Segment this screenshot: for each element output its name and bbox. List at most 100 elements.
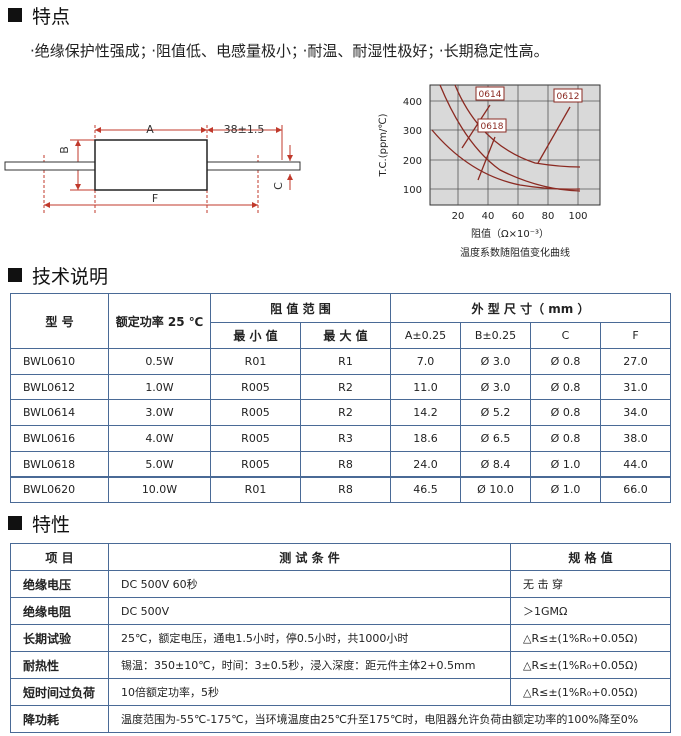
tc-chart: 400 300 200 100 20 40 60 80 100 T.C.(ppm/℃) 阻值（Ω×1… <box>378 84 601 259</box>
table-cell: 18.6 <box>390 425 461 452</box>
table-cell: Ø 5.2 <box>460 399 531 427</box>
table-cell: Ø 3.0 <box>460 373 531 401</box>
table-cell: BWL0618 <box>10 450 109 478</box>
table-cell: 耐热性 <box>10 651 109 679</box>
dimension-label: A <box>146 123 154 136</box>
table-cell: Ø 0.8 <box>530 399 601 427</box>
table-cell: Ø 10.0 <box>460 476 531 504</box>
table-cell: 4.0W <box>108 425 211 452</box>
curve-label-box <box>553 88 583 103</box>
dimension-label: C <box>272 182 285 190</box>
section-title: 特点 <box>32 6 71 28</box>
section-title: 特性 <box>32 514 71 536</box>
curve-label: 0614 <box>479 90 502 100</box>
feature-item: ·耐温、耐湿性极好； <box>302 42 435 60</box>
curve-label: 0618 <box>481 122 504 132</box>
y-tick-label: 300 <box>403 126 422 137</box>
table-cell: 锡温：350±10℃，时间：3±0.5秒，浸入深度：距元件主体2+0.5mm <box>108 651 511 679</box>
y-tick-label: 100 <box>403 185 422 196</box>
table-cell: R005 <box>210 399 301 427</box>
table-cell: 10.0W <box>108 476 211 504</box>
header-cell: 测 试 条 件 <box>108 543 511 571</box>
dimension-label: B <box>58 146 71 154</box>
table-cell: △R≤±(1%R₀+0.05Ω) <box>510 678 671 706</box>
header-cell: B±0.25 <box>460 322 531 349</box>
table-cell: 5.0W <box>108 450 211 478</box>
table-cell: Ø 0.8 <box>530 425 601 452</box>
table-cell: R005 <box>210 425 301 452</box>
table-cell: Ø 0.8 <box>530 348 601 375</box>
x-tick-label: 80 <box>542 211 555 222</box>
y-tick-label: 200 <box>403 156 422 167</box>
table-cell: DC 500V 60秒 <box>108 570 511 598</box>
table-cell: ＞1GMΩ <box>510 597 671 625</box>
table-cell: 3.0W <box>108 399 211 427</box>
table-cell: Ø 1.0 <box>530 476 601 504</box>
table-cell: 降功耗 <box>10 705 109 733</box>
table-cell: 11.0 <box>390 373 461 401</box>
dimension-label: 38±1.5 <box>224 123 265 136</box>
table-cell: 10倍额定功率，5秒 <box>108 678 511 706</box>
table-cell: Ø 1.0 <box>530 450 601 478</box>
x-tick-label: 100 <box>568 211 587 222</box>
table-cell: 无 击 穿 <box>510 570 671 598</box>
table-cell: BWL0614 <box>10 399 109 427</box>
table-cell: 绝缘电压 <box>10 570 109 598</box>
x-axis-label: 阻值（Ω×10⁻³） <box>471 227 549 240</box>
header-cell: 最 小 值 <box>210 322 301 349</box>
table-cell: 46.5 <box>390 476 461 504</box>
table-cell: BWL0612 <box>10 373 109 401</box>
table-cell: R3 <box>300 425 391 452</box>
table-cell: 14.2 <box>390 399 461 427</box>
dimension-drawing: A 38±1.5 B C F <box>4 123 301 213</box>
table-cell: 38.0 <box>600 425 671 452</box>
feature-list: ·绝缘保护性强成； ·阻值低、电感量极小； ·耐温、耐湿性极好； ·长期稳定性高。 <box>30 40 553 61</box>
table-cell: Ø 8.4 <box>460 450 531 478</box>
table-cell: 绝缘电阻 <box>10 597 109 625</box>
curve-label-box <box>477 118 507 133</box>
table-cell: R8 <box>300 450 391 478</box>
header-cell: 阻 值 范 围 <box>210 293 391 323</box>
table-cell: 25℃，额定电压，通电1.5小时，停0.5小时，共1000小时 <box>108 624 511 652</box>
dimension-label: F <box>152 192 158 205</box>
y-tick-label: 400 <box>403 97 422 108</box>
table-cell: BWL0620 <box>10 476 109 504</box>
header-cell: 外 型 尺 寸（ mm ） <box>390 293 671 323</box>
table-cell: 7.0 <box>390 348 461 375</box>
curve-label: 0612 <box>557 92 580 102</box>
header-cell: 项 目 <box>10 543 109 571</box>
header-cell: 额定功率 25 ℃ <box>108 293 211 349</box>
table-cell: R005 <box>210 450 301 478</box>
x-tick-label: 40 <box>482 211 495 222</box>
table-cell: R2 <box>300 373 391 401</box>
table-cell: R01 <box>210 348 301 375</box>
feature-item: ·阻值低、电感量极小； <box>151 42 299 60</box>
table-cell: BWL0616 <box>10 425 109 452</box>
table-cell: DC 500V <box>108 597 511 625</box>
table-cell: 27.0 <box>600 348 671 375</box>
section-title: 技术说明 <box>32 266 109 288</box>
x-tick-label: 60 <box>512 211 525 222</box>
table-cell: 31.0 <box>600 373 671 401</box>
section-marker <box>8 268 22 282</box>
table-cell: 34.0 <box>600 399 671 427</box>
header-cell: 型 号 <box>10 293 109 349</box>
header-cell: C <box>530 322 601 349</box>
table-cell: BWL0610 <box>10 348 109 375</box>
y-axis-label: T.C.(ppm/℃) <box>378 113 389 177</box>
table-cell: R8 <box>300 476 391 504</box>
table-cell: △R≤±(1%R₀+0.05Ω) <box>510 624 671 652</box>
table-cell: R01 <box>210 476 301 504</box>
header-cell: 最 大 值 <box>300 322 391 349</box>
feature-item: ·绝缘保护性强成； <box>30 42 148 60</box>
table-cell: △R≤±(1%R₀+0.05Ω) <box>510 651 671 679</box>
table-cell: 1.0W <box>108 373 211 401</box>
table-cell: R1 <box>300 348 391 375</box>
table-cell: 短时间过负荷 <box>10 678 109 706</box>
table-cell: 24.0 <box>390 450 461 478</box>
feature-item: ·长期稳定性高。 <box>438 42 549 60</box>
header-cell: A±0.25 <box>390 322 461 349</box>
curve-label-box <box>475 86 505 101</box>
x-tick-label: 20 <box>452 211 465 222</box>
